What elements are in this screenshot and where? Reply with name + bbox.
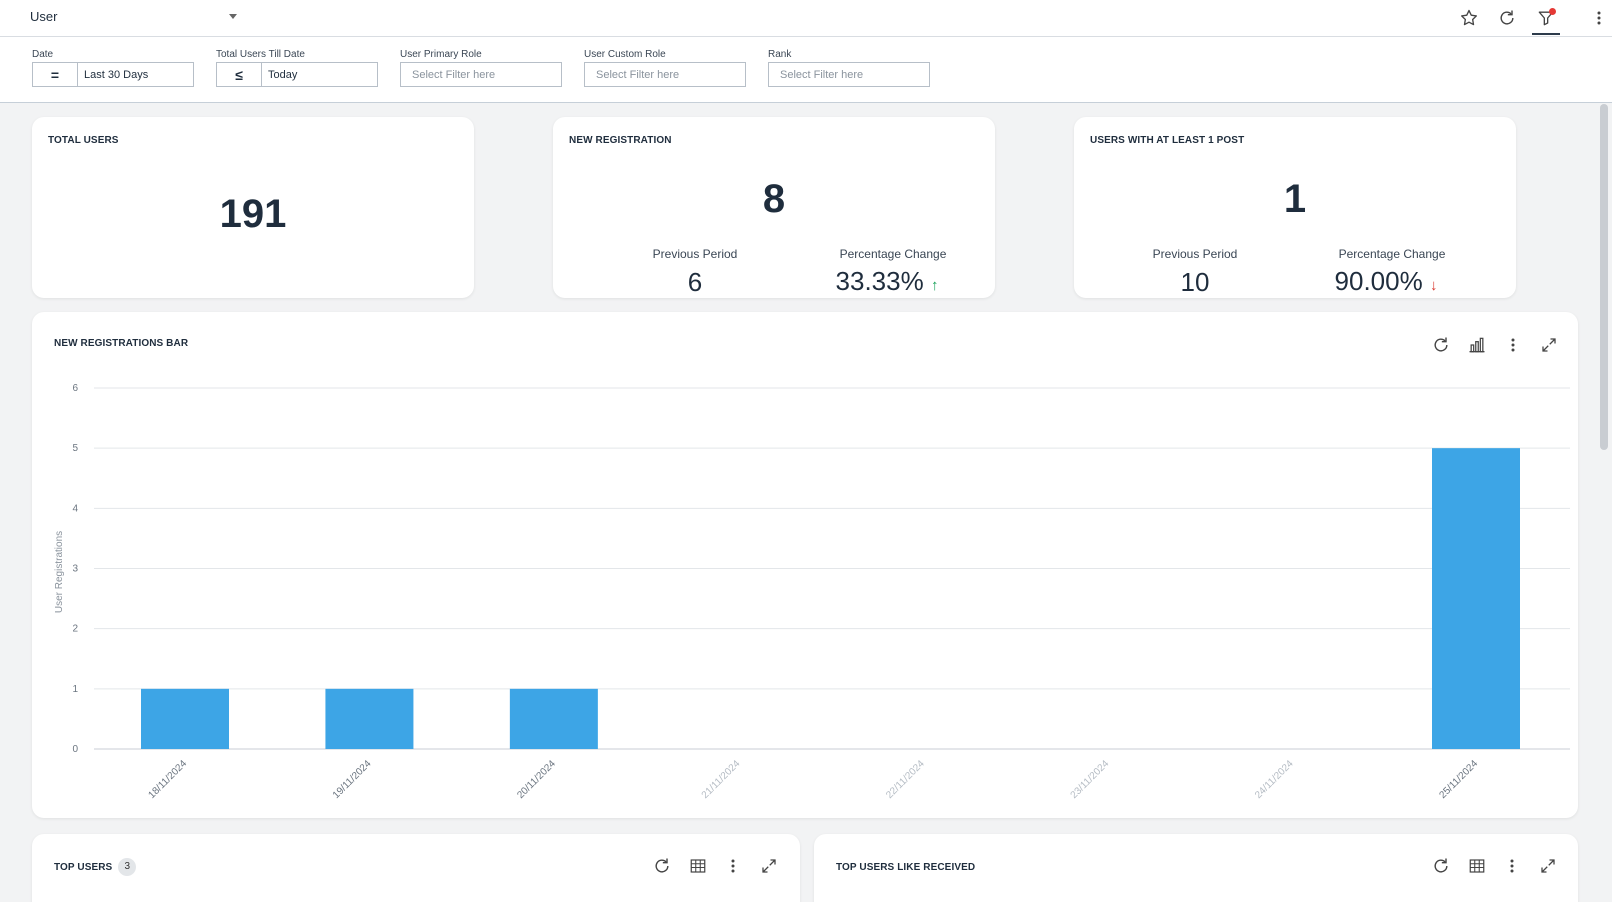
filter-placeholder: Select Filter here	[596, 68, 680, 81]
filter-primary-role: User Primary Role Select Filter here	[400, 49, 562, 87]
filter-label: Total Users Till Date	[216, 49, 305, 60]
more-vertical-icon[interactable]	[1591, 8, 1607, 28]
x-tick-label: 21/11/2024	[700, 758, 743, 801]
x-tick-label: 23/11/2024	[1069, 758, 1112, 801]
scrollbar-track[interactable]	[1600, 104, 1608, 902]
custom-role-filter-input[interactable]: Select Filter here	[584, 62, 746, 87]
rank-filter-input[interactable]: Select Filter here	[768, 62, 930, 87]
filter-label: User Custom Role	[584, 49, 666, 60]
previous-period-value: 10	[1180, 267, 1210, 297]
filter-bar: Date = Last 30 Days Total Users Till Dat…	[0, 37, 1612, 103]
card-title: TOP USERS 3	[54, 858, 137, 876]
card-title: NEW REGISTRATION	[569, 135, 672, 146]
x-tick-label: 19/11/2024	[331, 758, 374, 801]
filter-label: Rank	[768, 49, 792, 60]
percentage-change-text: 33.33%	[835, 266, 924, 296]
count-badge: 3	[118, 858, 137, 876]
filter-custom-role: User Custom Role Select Filter here	[584, 49, 746, 87]
expand-icon[interactable]	[1538, 334, 1560, 356]
y-tick-label: 0	[72, 744, 78, 755]
bar-chart: 0 1 2 3 4 5 6 18/11/2024 19/11/2024 20/11/2024 21…	[54, 383, 1570, 801]
new-registrations-bar-card: NEW REGISTRATIONS BAR 0 1 2 3 4 5 6 18/11/2024…	[32, 312, 1578, 818]
y-tick-label: 1	[72, 684, 78, 695]
new-registration-card: NEW REGISTRATION 8 Previous Period 6 Per…	[553, 117, 995, 298]
filter-placeholder: Select Filter here	[412, 68, 496, 81]
top-bar: User	[0, 0, 1612, 37]
percentage-change-label: Percentage Change	[1338, 247, 1446, 261]
primary-role-filter-input[interactable]: Select Filter here	[400, 62, 562, 87]
top-users-like-card: TOP USERS LIKE RECEIVED	[814, 834, 1578, 902]
filter-value: Last 30 Days	[84, 68, 149, 81]
previous-period-label: Previous Period	[1152, 247, 1238, 261]
filter-total-users: Total Users Till Date ≤ Today	[216, 49, 378, 87]
card-title: NEW REGISTRATIONS BAR	[54, 338, 189, 349]
filter-value: Today	[268, 68, 298, 81]
users-with-post-card: USERS WITH AT LEAST 1 POST 1 Previous Pe…	[1074, 117, 1516, 298]
active-filter-underline	[1532, 33, 1560, 35]
refresh-icon[interactable]	[1430, 855, 1452, 877]
x-tick-label: 18/11/2024	[146, 758, 189, 801]
y-tick-label: 6	[72, 383, 78, 394]
card-title: TOP USERS LIKE RECEIVED	[836, 862, 976, 873]
kpi-value: 1	[1283, 177, 1307, 221]
percentage-change-value: 90.00% ↓	[1306, 266, 1466, 297]
total-users-filter-input[interactable]: ≤ Today	[216, 62, 378, 87]
card-title: USERS WITH AT LEAST 1 POST	[1090, 135, 1245, 146]
arrow-up-icon: ↑	[930, 277, 939, 294]
y-tick-label: 4	[72, 503, 78, 514]
date-filter-input[interactable]: = Last 30 Days	[32, 62, 194, 87]
x-tick-label: 25/11/2024	[1437, 758, 1480, 801]
more-vertical-icon[interactable]	[1501, 855, 1523, 877]
arrow-down-icon: ↓	[1429, 277, 1438, 294]
filter-operator[interactable]: ≤	[217, 63, 262, 86]
refresh-icon[interactable]	[1497, 8, 1517, 28]
table-icon[interactable]	[687, 855, 709, 877]
notification-dot	[1549, 8, 1556, 15]
x-tick-label: 20/11/2024	[515, 758, 558, 801]
previous-period-label: Previous Period	[652, 247, 738, 261]
filter-operator[interactable]: =	[33, 63, 78, 86]
scrollbar-thumb[interactable]	[1600, 104, 1608, 450]
y-tick-label: 5	[72, 443, 78, 454]
refresh-icon[interactable]	[651, 855, 673, 877]
previous-period-value: 6	[687, 267, 703, 297]
bar-chart-icon[interactable]	[1466, 334, 1488, 356]
kpi-value: 8	[762, 177, 786, 221]
card-title-text: TOP USERS	[54, 861, 113, 873]
percentage-change-label: Percentage Change	[839, 247, 947, 261]
expand-icon[interactable]	[1537, 855, 1559, 877]
bar[interactable]	[141, 688, 229, 749]
more-vertical-icon[interactable]	[722, 855, 744, 877]
expand-icon[interactable]	[758, 855, 780, 877]
total-users-card: TOTAL USERS 191	[32, 117, 474, 298]
refresh-icon[interactable]	[1430, 334, 1452, 356]
y-axis-label: User Registrations	[54, 531, 65, 613]
card-title: TOTAL USERS	[48, 135, 119, 146]
more-vertical-icon[interactable]	[1502, 334, 1524, 356]
percentage-change-value: 33.33% ↑	[807, 266, 967, 297]
table-icon[interactable]	[1466, 855, 1488, 877]
x-tick-label: 22/11/2024	[884, 758, 927, 801]
filter-label: Date	[32, 49, 54, 60]
y-tick-label: 2	[72, 624, 78, 635]
filter-date: Date = Last 30 Days	[32, 49, 194, 87]
bar[interactable]	[509, 688, 598, 749]
filter-label: User Primary Role	[400, 49, 482, 60]
bar[interactable]	[1432, 448, 1520, 749]
filter-rank: Rank Select Filter here	[768, 49, 930, 87]
bar[interactable]	[325, 688, 414, 749]
dashboard-selector[interactable]: User	[30, 9, 58, 24]
chevron-down-icon[interactable]	[229, 14, 237, 19]
star-icon[interactable]	[1459, 8, 1479, 28]
filter-placeholder: Select Filter here	[780, 68, 864, 81]
x-tick-label: 24/11/2024	[1253, 758, 1296, 801]
top-users-card: TOP USERS 3	[32, 834, 800, 902]
y-tick-label: 3	[72, 564, 78, 575]
kpi-value: 191	[219, 192, 287, 236]
percentage-change-text: 90.00%	[1334, 266, 1423, 296]
